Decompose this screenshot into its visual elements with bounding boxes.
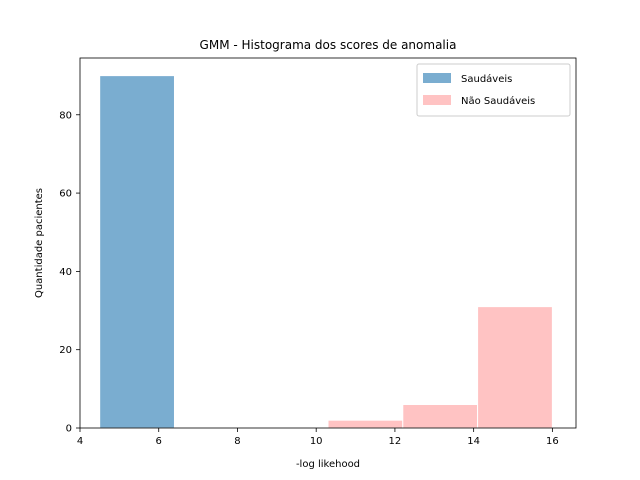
x-axis: 4 6 8 10 12 14 16 (77, 428, 559, 447)
y-tick-label-1: 20 (59, 345, 72, 356)
bars-group (99, 75, 553, 429)
legend-box (416, 63, 571, 117)
legend-swatch-0 (423, 73, 451, 83)
y-tick-label-2: 40 (59, 267, 72, 278)
x-tick-label-2: 8 (234, 436, 240, 447)
bar-series-0-bin-0 (99, 75, 175, 429)
bar-series-1-bin-2 (477, 306, 553, 429)
x-tick-label-5: 14 (467, 436, 480, 447)
x-tick-label-1: 6 (156, 436, 162, 447)
x-tick-label-6: 16 (546, 436, 559, 447)
plot-frame (79, 57, 577, 429)
y-tick-label-4: 80 (59, 110, 72, 121)
y-tick-label-0: 0 (66, 424, 72, 435)
bar-series-1-bin-1 (402, 404, 479, 429)
legend-label-1: Não Saudáveis (461, 95, 535, 107)
x-axis-label: -log likehood (296, 459, 360, 470)
x-tick-label-0: 4 (77, 436, 83, 447)
y-axis: 0 20 40 60 80 (59, 110, 80, 435)
x-tick-label-4: 12 (389, 436, 402, 447)
legend-label-0: Saudáveis (461, 73, 512, 85)
x-tick-label-3: 10 (310, 436, 323, 447)
legend: Saudáveis Não Saudáveis (416, 63, 571, 117)
legend-swatch-1 (423, 95, 451, 105)
y-axis-label: Quantidade pacientes (34, 188, 45, 298)
bar-series-1-bin-0 (327, 419, 404, 429)
chart-title: GMM - Histograma dos scores de anomalia (200, 38, 457, 52)
y-tick-label-3: 60 (59, 189, 72, 200)
